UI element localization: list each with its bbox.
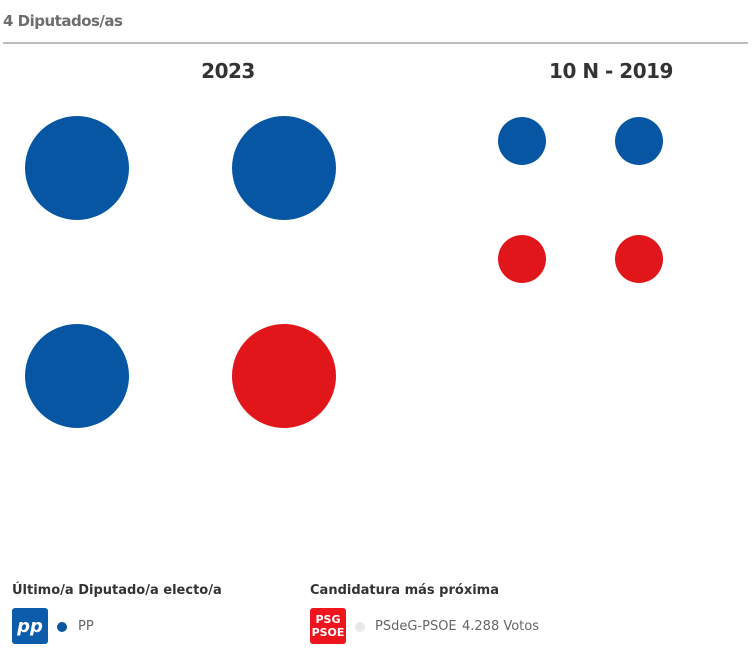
panel-title-2023: 2023	[201, 59, 255, 83]
seat-pp	[498, 117, 546, 165]
pp-logo-icon: pp	[12, 608, 48, 644]
seat-pp	[25, 116, 129, 220]
psoe-logo-bottom: PSOE	[311, 626, 345, 639]
section-title: 4 Diputados/as	[3, 12, 123, 30]
last-elected-party: PP	[78, 619, 94, 634]
closest-label: Candidatura más próxima	[310, 583, 499, 598]
seat-pp	[25, 324, 129, 428]
psoe-logo-top: PSG	[315, 613, 341, 626]
seat-psoe	[615, 235, 663, 283]
seat-psoe	[232, 324, 336, 428]
pp-logo-text: pp	[17, 615, 43, 637]
psoe-color-dot	[355, 622, 365, 632]
psoe-logo-icon: PSG PSOE	[310, 608, 346, 644]
closest-votes: 4.288 Votos	[462, 619, 540, 634]
seat-psoe	[498, 235, 546, 283]
seat-pp	[615, 117, 663, 165]
last-elected-label: Último/a Diputado/a electo/a	[12, 583, 222, 598]
panel-title-2019: 10 N - 2019	[549, 59, 673, 83]
closest-party: PSdeG-PSOE	[375, 619, 457, 634]
seat-pp	[232, 116, 336, 220]
pp-color-dot	[57, 622, 67, 632]
divider	[3, 42, 748, 44]
